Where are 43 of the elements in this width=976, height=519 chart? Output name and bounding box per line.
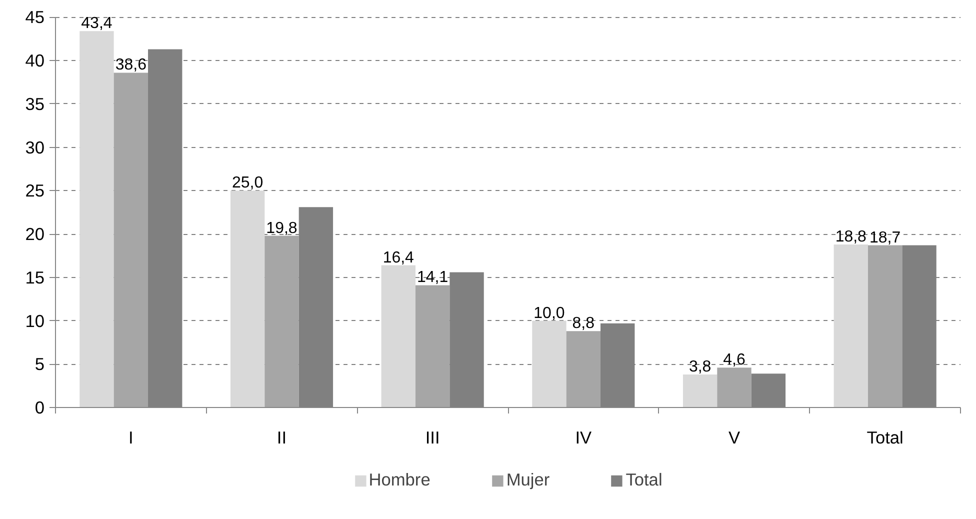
data-label: 25,0 <box>232 174 264 192</box>
x-tick-label: I <box>128 428 134 448</box>
bar <box>834 244 868 408</box>
x-tick-label: V <box>728 428 740 448</box>
y-tick-label: 5 <box>34 354 45 374</box>
y-tick-label: 0 <box>34 398 45 418</box>
data-label: 8,8 <box>572 315 595 332</box>
data-label: 18,8 <box>835 228 867 246</box>
data-label: 16,4 <box>382 249 414 266</box>
y-tick-label: 30 <box>25 137 45 158</box>
legend-label: Total <box>626 470 662 490</box>
bar <box>415 285 450 408</box>
data-label: 4,6 <box>723 352 746 369</box>
data-label: 43,4 <box>81 15 112 32</box>
y-tick-label: 45 <box>25 7 45 28</box>
data-label: 10,0 <box>534 304 565 322</box>
legend-label: Mujer <box>506 470 550 490</box>
bar <box>264 236 299 408</box>
legend-label: Hombre <box>368 470 430 490</box>
y-tick-label: 40 <box>25 50 45 71</box>
bar <box>381 265 416 408</box>
y-tick-label: 20 <box>25 224 45 244</box>
data-label: 18,7 <box>870 229 901 246</box>
x-tick-label: III <box>425 428 440 448</box>
x-tick-label: II <box>276 428 287 448</box>
bar <box>717 368 752 408</box>
data-label: 3,8 <box>688 358 712 376</box>
y-tick-label: 35 <box>25 94 45 114</box>
y-tick-label: 15 <box>25 267 45 288</box>
bar <box>230 190 265 408</box>
x-tick-label: IV <box>575 428 592 448</box>
y-tick-label: 10 <box>25 310 45 331</box>
bar <box>868 245 902 408</box>
data-label: 14,1 <box>417 269 448 286</box>
x-tick-label: Total <box>866 428 904 448</box>
data-label: 38,6 <box>115 56 147 74</box>
bar <box>532 320 566 408</box>
bar <box>682 374 718 408</box>
bar <box>114 72 148 408</box>
data-label: 19,8 <box>266 220 298 237</box>
bar <box>80 31 114 408</box>
y-tick-label: 25 <box>25 180 45 201</box>
bar <box>566 331 601 408</box>
